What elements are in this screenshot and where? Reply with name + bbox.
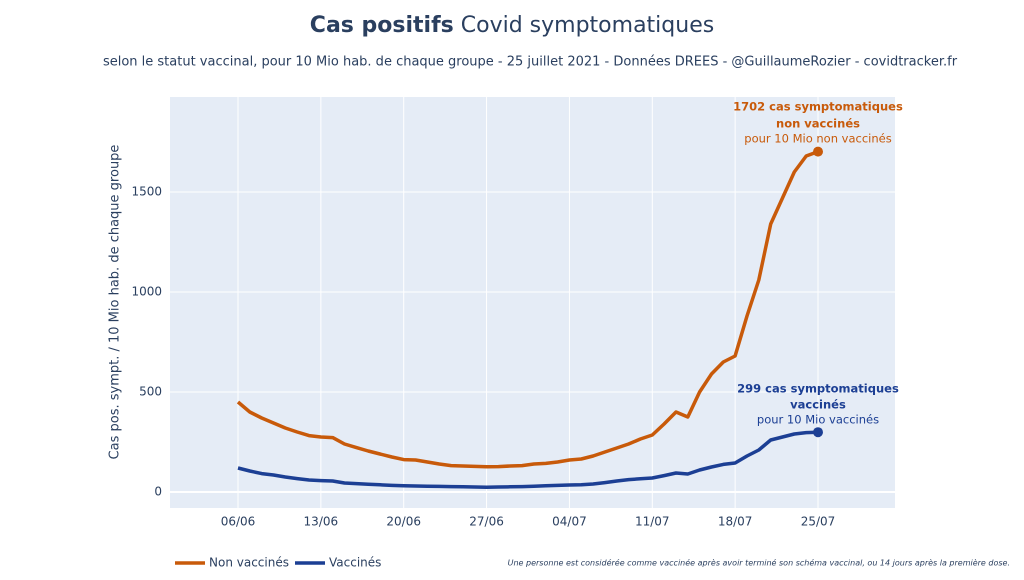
annotation: 1702 cas symptomatiques xyxy=(733,100,903,114)
y-tick-label: 1500 xyxy=(131,185,162,199)
end-marker xyxy=(813,427,823,438)
line-series xyxy=(237,430,819,489)
x-tick-label: 06/06 xyxy=(221,515,256,529)
y-tick-label: 500 xyxy=(139,385,162,399)
plot-area xyxy=(170,97,895,508)
x-tick-label: 04/07 xyxy=(552,515,587,529)
x-tick-label: 25/07 xyxy=(801,515,836,529)
x-tick-label: 18/07 xyxy=(718,515,753,529)
x-tick-label: 11/07 xyxy=(635,515,670,529)
title-regular: Covid symptomatiques xyxy=(461,13,714,38)
y-axis-label: Cas pos. sympt. / 10 Mio hab. de chaque … xyxy=(108,145,123,460)
x-tick-label: 13/06 xyxy=(304,515,339,529)
title-bold: Cas positifs xyxy=(310,13,454,38)
footnote: Une personne est considérée comme vaccin… xyxy=(508,558,1010,568)
annotation: pour 10 Mio non vaccinés xyxy=(744,132,891,146)
x-tick-label: 20/06 xyxy=(386,515,421,529)
y-tick-label: 1000 xyxy=(131,285,162,299)
legend-label: Non vaccinés xyxy=(209,556,289,570)
line-series xyxy=(236,149,819,469)
legend-label: Vaccinés xyxy=(329,556,381,570)
y-tick-label: 0 xyxy=(154,485,162,499)
annotation: 299 cas symptomatiques xyxy=(737,382,899,396)
end-marker xyxy=(813,146,823,157)
chart-title: Cas positifs Covid symptomatiques xyxy=(310,13,714,38)
annotation: vaccinés xyxy=(790,398,846,412)
chart-subtitle: selon le statut vaccinal, pour 10 Mio ha… xyxy=(103,55,958,70)
annotation: non vaccinés xyxy=(776,117,860,131)
annotation: pour 10 Mio vaccinés xyxy=(757,413,879,427)
x-tick-label: 27/06 xyxy=(469,515,504,529)
